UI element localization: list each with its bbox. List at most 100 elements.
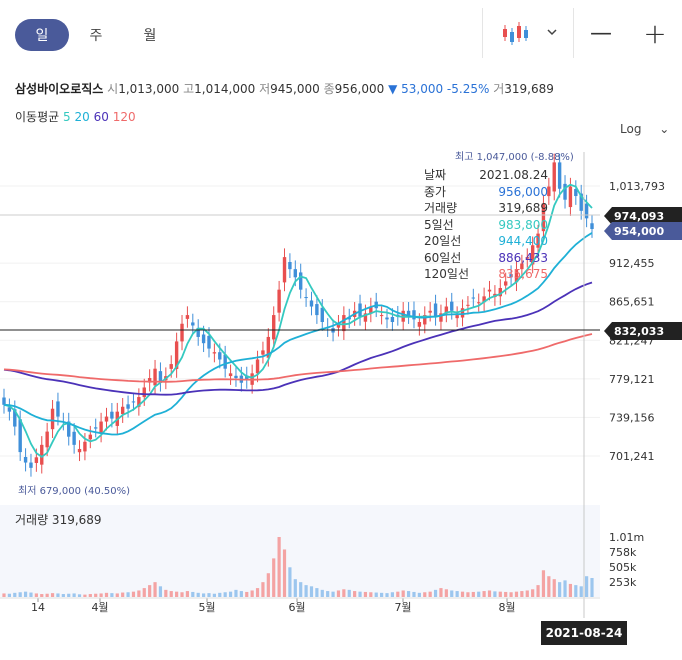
candle-body [450,301,454,311]
candle-body [288,262,292,270]
volume-bar [255,588,260,597]
candle-body [498,288,502,297]
y-tick-label: 865,651 [609,296,655,309]
volume-bar [498,591,502,597]
chart-type-button[interactable] [483,8,573,58]
volume-bar [428,591,432,597]
low-label: 저 [259,82,271,96]
period-tabs: 일 주 월 [15,19,177,51]
volume-bar [460,591,465,597]
volume-bar [374,592,378,597]
volume-bar [142,588,146,597]
low-annotation: 최저 679,000 (40.50%) [18,485,130,497]
zoom-out-button[interactable]: — [574,8,628,58]
volume-bar [7,593,11,597]
volume-bar [423,592,427,597]
candle-body [266,336,271,358]
candle-body [520,263,524,270]
volume-bar [88,594,92,597]
close-value: 956,000 [334,82,385,96]
volume-bar [396,591,400,597]
tab-day[interactable]: 일 [15,19,69,51]
volume-bar [261,582,265,597]
candle-body [7,407,12,412]
volume-bar [482,591,486,597]
candle-body [406,310,411,316]
volume-bar [272,558,276,597]
volume-bar [282,549,287,597]
open-value: 1,013,000 [118,82,180,96]
chevron-down-icon: ⌄ [659,122,670,136]
volume-label: 거 [493,82,505,96]
volume-bar [320,589,324,597]
volume-bar [40,594,44,597]
tooltip-row: 20일선 944,400 [424,233,548,250]
volume-bar [406,591,411,597]
ma20-legend: 20 [74,110,90,124]
top-toolbar: 일 주 월 — + [0,0,682,68]
volume-bar [585,576,589,597]
toolbar-actions: — + [482,8,682,58]
y-tick-label: 912,455 [609,257,655,270]
chevron-down-icon [547,29,557,36]
candle-body [212,352,217,354]
volume-value: 319,689 [504,82,554,96]
candle-body [293,269,298,278]
volume-bar [579,586,583,597]
volume-bar [385,593,389,597]
volume-bar [531,589,535,597]
volume-bar [126,592,130,597]
volume-bar [201,593,206,597]
tooltip-value: 886,433 [498,250,548,265]
ma-legend-label: 이동평균 [15,110,60,124]
volume-bar [169,591,173,597]
volume-bar [331,591,335,597]
volume-bar [439,588,443,597]
volume-bar [131,591,136,597]
high-label: 고 [183,82,195,96]
candle-body [67,421,71,437]
y-axis: 1,013,793912,455865,651821,247779,121739… [609,180,665,589]
candle-body [40,444,44,465]
volume-bar [315,588,319,597]
volume-bar [336,590,341,597]
volume-bar [504,591,508,597]
volume-bar [266,573,270,597]
candle-body [309,300,314,307]
volume-bar [29,592,33,597]
candle-body [104,416,109,422]
candle-body [196,327,200,337]
tab-week[interactable]: 주 [89,28,103,44]
tooltip-value: 835,675 [498,267,548,281]
volume-bar [450,590,454,597]
zoom-in-button[interactable]: + [628,8,682,58]
log-scale-toggle[interactable]: Log ⌄ [620,122,669,136]
volume-bar [45,593,49,597]
volume-bar [158,586,163,597]
candle-body [315,304,319,316]
volume-bar [466,592,470,597]
volume-bar [110,593,114,597]
volume-bar [369,592,373,597]
divider [573,8,574,58]
candle-body [547,186,551,197]
volume-bar [94,593,98,597]
candle-body [460,308,465,318]
candle-body [180,323,184,342]
tooltip-label: 거래량 [424,201,458,215]
volume-bar [121,592,125,597]
volume-bar [175,591,179,597]
ma-legend[interactable]: 이동평균 5 20 60 120 [15,108,136,125]
ma120-legend: 120 [112,110,136,124]
candle-body [50,408,55,430]
tooltip-label: 종가 [424,184,447,199]
candle-body [455,315,459,319]
candle-body [272,315,276,340]
volume-bar [34,593,38,597]
candle-body [439,313,443,322]
candle-body [466,304,470,306]
volume-bar [245,591,249,597]
volume-bars [2,537,594,597]
tab-month[interactable]: 월 [143,28,157,44]
